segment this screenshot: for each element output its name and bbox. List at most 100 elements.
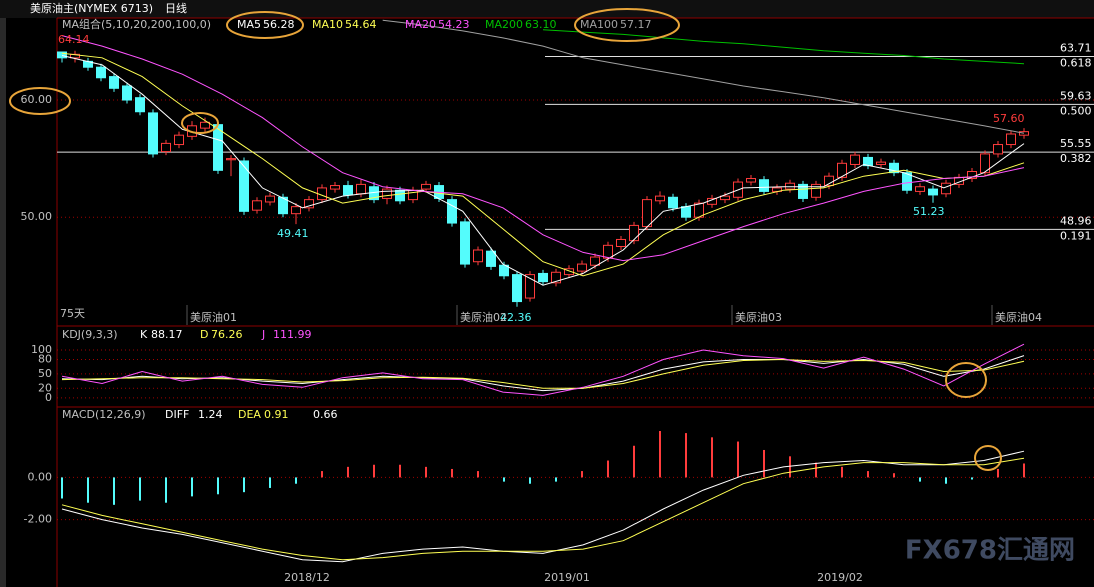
candle-body bbox=[473, 249, 483, 263]
x-tick-label: 2019/01 bbox=[544, 571, 590, 584]
plot: 美原油主(NYMEX 6713) 日线 MA组合(5,10,20,200,100,0… bbox=[21, 1, 1094, 584]
candle-body bbox=[304, 199, 314, 209]
candle-body bbox=[720, 195, 730, 201]
legend-name: K bbox=[140, 328, 148, 341]
legend-value: 1.24 bbox=[198, 408, 223, 421]
x-tick-label: 2018/12 bbox=[284, 571, 330, 584]
candle-body bbox=[278, 196, 288, 215]
candle-body bbox=[655, 195, 665, 202]
price-label: 57.60 bbox=[993, 112, 1025, 125]
candle-body bbox=[421, 183, 431, 190]
level-value: 55.55 bbox=[1060, 137, 1092, 150]
candle-body bbox=[525, 274, 535, 299]
level-value: 63.71 bbox=[1060, 42, 1092, 55]
y-tick-label: 0.00 bbox=[28, 470, 53, 483]
period: 日线 bbox=[165, 1, 187, 15]
indicator-line bbox=[61, 343, 1025, 396]
legend-value: 111.99 bbox=[273, 328, 312, 341]
annotation-ellipse bbox=[9, 87, 71, 115]
candle-body bbox=[252, 200, 262, 211]
candle-body bbox=[837, 162, 847, 178]
candle-body bbox=[1006, 133, 1016, 146]
legend-name: MA5 bbox=[237, 18, 261, 31]
candle-body bbox=[811, 183, 821, 198]
candle-body bbox=[200, 121, 210, 129]
candle-body bbox=[122, 85, 132, 101]
level-ratio: 0.191 bbox=[1060, 229, 1092, 242]
y-tick-label: 100 bbox=[31, 343, 52, 356]
x-tick-label: 2019/02 bbox=[817, 571, 863, 584]
candle-body bbox=[1019, 131, 1029, 136]
indicator-line bbox=[61, 450, 1025, 563]
legend-name: D bbox=[200, 328, 208, 341]
price-label: 49.41 bbox=[277, 227, 309, 240]
candle-body bbox=[356, 183, 366, 195]
candle-body bbox=[577, 263, 587, 272]
candle-body bbox=[642, 199, 652, 228]
candle-body bbox=[239, 160, 249, 212]
indicator-name: MA组合(5,10,20,200,100,0) bbox=[62, 17, 211, 31]
candle-body bbox=[109, 76, 119, 89]
candle-body bbox=[460, 221, 470, 265]
candle-body bbox=[629, 224, 639, 242]
candle-body bbox=[96, 66, 106, 79]
candle-body bbox=[798, 183, 808, 199]
indicator-line bbox=[61, 358, 1025, 389]
price-label: 64.14 bbox=[58, 33, 90, 46]
level-ratio: 0.382 bbox=[1060, 152, 1092, 165]
annotation-ellipse bbox=[181, 112, 219, 134]
candle-body bbox=[668, 196, 678, 209]
candle-body bbox=[174, 134, 184, 146]
contract-label: 美原油01 bbox=[190, 310, 237, 324]
candle-body bbox=[850, 154, 860, 165]
candle-body bbox=[148, 112, 158, 155]
panel-title: MACD(12,26,9) bbox=[62, 408, 146, 421]
legend-name: DIFF bbox=[165, 408, 189, 421]
candle-body bbox=[590, 256, 600, 266]
candle-body bbox=[291, 206, 301, 215]
legend-value: 88.17 bbox=[151, 328, 183, 341]
legend-value: 57.17 bbox=[620, 18, 652, 31]
legend-value: 0.66 bbox=[313, 408, 338, 421]
indicator-line bbox=[61, 52, 1025, 277]
candle-body bbox=[538, 272, 548, 283]
level-ratio: 0.618 bbox=[1060, 57, 1092, 70]
days: 75天 bbox=[60, 307, 85, 320]
level-value: 48.96 bbox=[1060, 214, 1092, 227]
indicator-line bbox=[61, 457, 1025, 561]
legend-value: 63.10 bbox=[525, 18, 557, 31]
level-ratio: 0.500 bbox=[1060, 104, 1092, 117]
legend-name: MA200 bbox=[485, 18, 523, 31]
legend-name: DEA bbox=[238, 408, 261, 421]
candle-body bbox=[408, 189, 418, 201]
legend-value: 54.64 bbox=[345, 18, 377, 31]
candle-body bbox=[603, 244, 613, 259]
indicator-line bbox=[61, 355, 1025, 392]
candle-body bbox=[980, 153, 990, 174]
indicator-line bbox=[382, 19, 1025, 134]
candle-body bbox=[785, 182, 795, 190]
y-tick-label: 50 bbox=[38, 367, 52, 380]
candle-body bbox=[915, 186, 925, 192]
price-label: 42.36 bbox=[500, 311, 532, 324]
candle-body bbox=[928, 188, 938, 196]
contract-label: 美原油03 bbox=[735, 310, 782, 324]
y-tick-label: 60.00 bbox=[21, 93, 53, 106]
annotation-ellipse bbox=[226, 11, 304, 39]
candle-body bbox=[447, 199, 457, 224]
candle-body bbox=[135, 97, 145, 113]
candle-body bbox=[512, 274, 522, 303]
legend-name: MA100 bbox=[580, 18, 618, 31]
y-tick-label: 50.00 bbox=[21, 210, 53, 223]
annotation-ellipse bbox=[974, 445, 1002, 471]
candle-body bbox=[226, 158, 236, 161]
contract-label: 美原油02 bbox=[460, 310, 507, 324]
y-tick-label: -2.00 bbox=[24, 513, 52, 526]
annotation-ellipse bbox=[574, 8, 680, 42]
legend-value: 0.91 bbox=[264, 408, 289, 421]
candle-body bbox=[265, 195, 275, 203]
candle-body bbox=[343, 185, 353, 196]
legend-name: MA10 bbox=[312, 18, 343, 31]
annotation-ellipse bbox=[945, 362, 987, 398]
candle-body bbox=[382, 188, 392, 199]
